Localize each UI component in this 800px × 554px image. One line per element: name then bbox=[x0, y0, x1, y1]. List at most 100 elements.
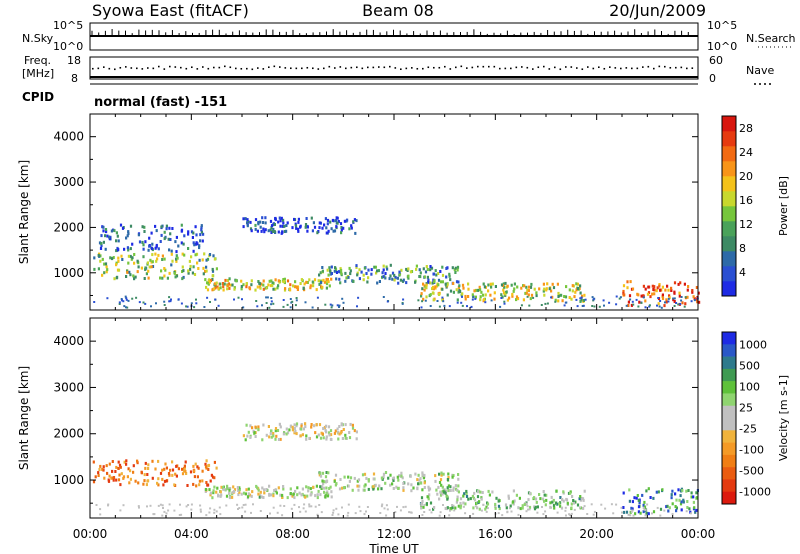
freq-dot bbox=[257, 67, 259, 69]
freq-dot bbox=[581, 68, 584, 71]
echo-cell bbox=[327, 273, 330, 277]
echo-cell bbox=[340, 431, 343, 435]
echo-cell bbox=[282, 218, 285, 222]
echo-cell bbox=[284, 287, 287, 291]
echo-cell bbox=[545, 288, 548, 292]
echo-cell bbox=[141, 240, 144, 244]
echo-cell bbox=[349, 422, 352, 426]
echo-cell bbox=[327, 425, 331, 429]
echo-cell bbox=[325, 479, 328, 483]
echo-cell bbox=[111, 469, 114, 473]
echo-cell bbox=[277, 438, 281, 441]
freq-dot bbox=[400, 68, 402, 71]
echo-cell bbox=[421, 287, 424, 291]
echo-cell bbox=[465, 489, 468, 493]
echo-cell bbox=[382, 264, 385, 268]
echo-cell bbox=[416, 486, 419, 490]
colorbar-swatch bbox=[722, 430, 736, 443]
echo-cell bbox=[258, 282, 262, 286]
echo-cell bbox=[101, 273, 104, 277]
echo-cell bbox=[207, 282, 210, 286]
echo-cell bbox=[111, 460, 114, 463]
echo-cell bbox=[231, 495, 234, 499]
echo-cell bbox=[155, 229, 158, 233]
echo-cell bbox=[264, 216, 267, 220]
echo-cell bbox=[435, 488, 438, 492]
echo-cell bbox=[389, 473, 392, 477]
echo-cell bbox=[324, 428, 327, 432]
ground-scatter-cell bbox=[332, 511, 335, 514]
echo-cell bbox=[175, 250, 178, 254]
echo-cell bbox=[659, 288, 662, 292]
echo-cell bbox=[208, 280, 211, 284]
freq-dot bbox=[169, 65, 171, 68]
echo-cell bbox=[326, 494, 330, 498]
ground-scatter-cell bbox=[408, 511, 411, 514]
ground-scatter-cell bbox=[462, 505, 465, 508]
echo-cell bbox=[320, 281, 323, 284]
echo-cell bbox=[667, 509, 670, 513]
echo-cell bbox=[168, 226, 171, 230]
freq-dot bbox=[191, 66, 193, 69]
echo-cell bbox=[631, 287, 635, 291]
echo-cell bbox=[353, 429, 356, 433]
echo-cell bbox=[479, 490, 482, 494]
echo-cell bbox=[204, 270, 207, 273]
echo-cell bbox=[446, 478, 449, 481]
echo-cell bbox=[421, 488, 424, 492]
echo-cell bbox=[285, 229, 288, 233]
echo-cell bbox=[498, 507, 501, 511]
echo-cell bbox=[421, 473, 424, 477]
ground-scatter-cell bbox=[612, 512, 615, 515]
ground-scatter-cell bbox=[618, 297, 621, 300]
x-tick-label: 08:00 bbox=[275, 527, 310, 541]
ground-scatter-cell bbox=[677, 303, 680, 306]
ground-scatter-cell bbox=[648, 305, 651, 308]
echo-cell bbox=[151, 260, 154, 264]
echo-cell bbox=[694, 510, 697, 514]
ground-scatter-cell bbox=[546, 302, 549, 305]
echo-cell bbox=[110, 476, 113, 480]
echo-cell bbox=[472, 496, 475, 500]
echo-cell bbox=[561, 498, 564, 501]
echo-cell bbox=[303, 282, 306, 286]
echo-cell bbox=[579, 299, 582, 303]
echo-cell bbox=[458, 284, 461, 288]
ground-scatter-cell bbox=[237, 296, 240, 299]
echo-cell bbox=[646, 292, 650, 296]
echo-cell bbox=[457, 290, 460, 294]
echo-cell bbox=[195, 484, 198, 488]
freq-dot bbox=[598, 66, 600, 69]
ground-scatter-cell bbox=[293, 503, 296, 506]
echo-cell bbox=[353, 476, 356, 480]
nsearch-top-tick: 10^5 bbox=[707, 19, 737, 32]
ground-scatter-cell bbox=[592, 513, 595, 516]
echo-cell bbox=[561, 299, 564, 303]
echo-cell bbox=[299, 225, 302, 229]
echo-cell bbox=[187, 230, 190, 234]
echo-cell bbox=[455, 280, 459, 284]
echo-cell bbox=[425, 502, 428, 506]
echo-cell bbox=[652, 496, 655, 500]
echo-cell bbox=[527, 498, 530, 502]
freq-dot bbox=[207, 67, 210, 70]
echo-cell bbox=[661, 285, 664, 289]
echo-cell bbox=[391, 482, 394, 486]
echo-cell bbox=[459, 506, 462, 510]
echo-cell bbox=[515, 493, 518, 497]
echo-cell bbox=[274, 429, 277, 433]
colorbar-tick-label: 20 bbox=[739, 170, 753, 183]
echo-cell bbox=[367, 487, 370, 491]
echo-cell bbox=[377, 269, 380, 273]
ground-scatter-cell bbox=[592, 298, 595, 301]
echo-cell bbox=[215, 267, 218, 271]
echo-cell bbox=[209, 279, 213, 283]
ground-scatter-cell bbox=[265, 296, 268, 299]
ground-scatter-cell bbox=[386, 508, 389, 511]
echo-cell bbox=[211, 496, 214, 500]
freq-dot bbox=[537, 66, 540, 69]
echo-cell bbox=[272, 287, 275, 291]
echo-cell bbox=[377, 487, 380, 491]
echo-cell bbox=[175, 257, 178, 261]
echo-cell bbox=[433, 506, 436, 509]
